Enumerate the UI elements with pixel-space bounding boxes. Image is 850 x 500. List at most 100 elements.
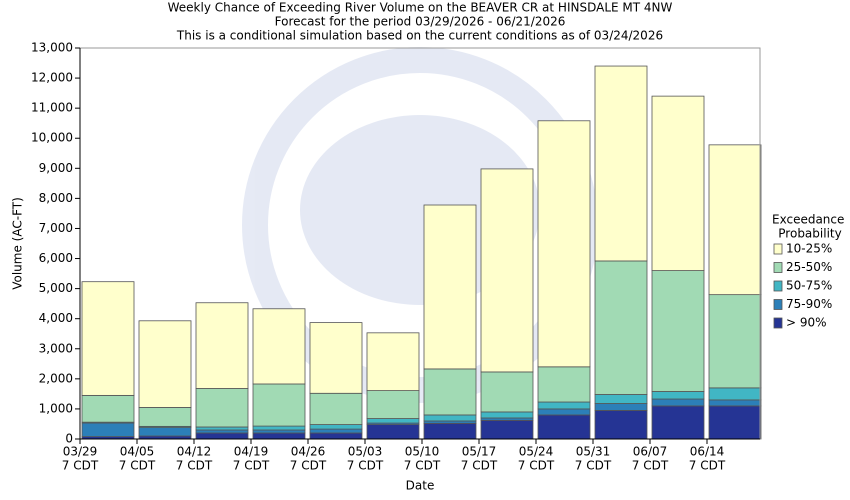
- x-tick-label: 05/03: [348, 445, 383, 459]
- x-tick-sublabel: 7 CDT: [575, 459, 612, 473]
- bar-segment: [651, 95, 705, 271]
- x-axis-label: Date: [406, 479, 435, 493]
- legend-swatch: [773, 280, 783, 292]
- x-tick-label: 04/19: [234, 445, 269, 459]
- bar-segment: [195, 302, 249, 389]
- bar-segment: [309, 392, 363, 425]
- y-tick-label: 13,000: [31, 41, 73, 55]
- bar-segment: [81, 281, 135, 396]
- x-tick-sublabel: 7 CDT: [62, 459, 99, 473]
- x-tick-label: 04/26: [291, 445, 326, 459]
- bar-segment: [708, 399, 762, 407]
- bar-segment: [537, 401, 591, 410]
- bar-segment: [423, 204, 477, 370]
- y-tick-label: 12,000: [31, 71, 73, 85]
- chart-title: This is a conditional simulation based o…: [176, 29, 663, 43]
- bar-segment: [81, 422, 135, 437]
- legend-label: 50-75%: [786, 279, 832, 293]
- x-tick-sublabel: 7 CDT: [689, 459, 726, 473]
- bar-segment: [309, 424, 363, 430]
- x-tick-sublabel: 7 CDT: [347, 459, 384, 473]
- bar-segment: [309, 432, 363, 440]
- y-tick-label: 0: [65, 432, 73, 446]
- y-axis-label: Volume (AC-FT): [11, 197, 25, 290]
- bar-segment: [195, 426, 249, 431]
- bar-segment: [651, 391, 705, 400]
- x-tick-label: 06/07: [633, 445, 668, 459]
- x-tick-sublabel: 7 CDT: [290, 459, 327, 473]
- bar-segment: [480, 411, 534, 419]
- y-tick-label: 1,000: [39, 401, 73, 415]
- bar-segment: [594, 410, 648, 440]
- bar-segment: [537, 120, 591, 368]
- y-tick-label: 4,000: [39, 311, 73, 325]
- x-tick-sublabel: 7 CDT: [176, 459, 213, 473]
- bar-segment: [480, 371, 534, 413]
- x-tick-label: 05/10: [405, 445, 440, 459]
- bar-segment: [708, 294, 762, 389]
- y-tick-label: 9,000: [39, 161, 73, 175]
- bar-segment: [651, 270, 705, 392]
- bar-segment: [708, 144, 762, 296]
- x-tick-label: 04/12: [177, 445, 212, 459]
- bar-segment: [537, 408, 591, 416]
- bar-segment: [309, 428, 363, 434]
- chart-title: Weekly Chance of Exceeding River Volume …: [168, 1, 673, 15]
- x-tick-sublabel: 7 CDT: [461, 459, 498, 473]
- y-tick-label: 11,000: [31, 101, 73, 115]
- bar-segment: [708, 387, 762, 401]
- legend-title: Exceedance: [772, 213, 844, 227]
- x-tick-sublabel: 7 CDT: [233, 459, 270, 473]
- bar-segment: [480, 419, 534, 440]
- bar-segment: [252, 425, 306, 431]
- x-tick-label: 05/31: [576, 445, 611, 459]
- x-tick-label: 05/24: [519, 445, 554, 459]
- legend-label: > 90%: [786, 316, 827, 330]
- y-tick-label: 8,000: [39, 191, 73, 205]
- bar-segment: [81, 394, 135, 423]
- bar-segment: [195, 388, 249, 428]
- legend-swatch: [773, 299, 783, 310]
- legend-swatch: [773, 317, 783, 329]
- bar-segment: [252, 308, 306, 385]
- bar-segment: [423, 422, 477, 440]
- bar-segment: [594, 260, 648, 395]
- bar-segment: [423, 368, 477, 416]
- legend-title: Probability: [778, 227, 841, 241]
- bar-segment: [195, 432, 249, 440]
- y-tick-label: 7,000: [39, 221, 73, 235]
- bar-segment: [594, 403, 648, 411]
- bar-segment: [480, 168, 534, 373]
- bar-segment: [252, 383, 306, 427]
- y-tick-label: 3,000: [39, 341, 73, 355]
- bar-segment: [366, 332, 420, 391]
- x-tick-sublabel: 7 CDT: [632, 459, 669, 473]
- bar-segment: [423, 414, 477, 422]
- y-tick-label: 5,000: [39, 281, 73, 295]
- legend-swatch: [773, 262, 783, 273]
- legend-label: 10-25%: [786, 242, 832, 256]
- bar-segment: [537, 366, 591, 403]
- bar-segment: [309, 322, 363, 394]
- x-tick-sublabel: 7 CDT: [404, 459, 441, 473]
- y-tick-label: 6,000: [39, 251, 73, 265]
- y-tick-label: 10,000: [31, 131, 73, 145]
- bar-segment: [366, 390, 420, 419]
- bar-segment: [594, 394, 648, 404]
- x-tick-label: 04/05: [120, 445, 155, 459]
- bar-segment: [594, 65, 648, 262]
- bar-segment: [138, 427, 192, 437]
- x-tick-label: 03/29: [63, 445, 98, 459]
- y-tick-label: 2,000: [39, 371, 73, 385]
- bar-segment: [651, 398, 705, 407]
- legend-label: 75-90%: [786, 297, 832, 311]
- bar-segment: [195, 429, 249, 434]
- bar-segment: [252, 429, 306, 434]
- bar-segment: [366, 418, 420, 424]
- bar-segment: [366, 424, 420, 440]
- bar-segment: [252, 432, 306, 440]
- bar-segment: [651, 405, 705, 440]
- bar-segment: [537, 414, 591, 440]
- legend-swatch: [773, 243, 783, 255]
